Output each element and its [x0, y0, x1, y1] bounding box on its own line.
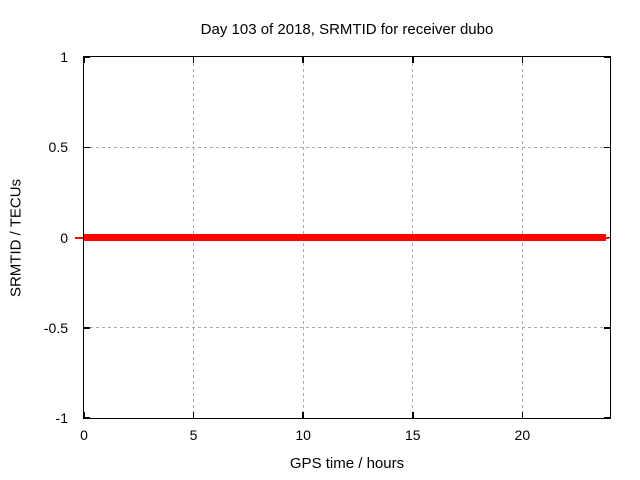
- x-tick-label: 10: [295, 427, 311, 443]
- x-tick-label: 0: [80, 427, 88, 443]
- series-line-endcap: [75, 236, 84, 239]
- y-tick-label: -0.5: [43, 319, 68, 336]
- x-tick-label: 5: [189, 427, 198, 443]
- y-tick-mark-right: [604, 56, 610, 58]
- x-tick-mark-bottom: [192, 412, 195, 418]
- plot-area-border: [83, 56, 611, 419]
- x-tick-mark-top: [521, 57, 524, 63]
- series-line: [84, 234, 606, 241]
- h-gridline: [84, 327, 610, 329]
- y-tick-mark-left: [84, 146, 90, 148]
- y-tick-mark-left: [84, 327, 90, 329]
- x-tick-mark-top: [83, 57, 85, 63]
- h-gridline: [84, 146, 610, 148]
- y-tick-mark-right: [604, 327, 610, 329]
- x-tick-label: 20: [514, 427, 531, 443]
- x-tick-mark-bottom: [302, 412, 304, 418]
- y-tick-label: -1: [55, 410, 68, 426]
- x-tick-mark-top: [192, 57, 195, 63]
- chart-title: Day 103 of 2018, SRMTID for receiver dub…: [200, 21, 494, 38]
- x-tick-mark-top: [412, 57, 414, 63]
- x-tick-label: 15: [404, 427, 421, 443]
- x-axis-title: GPS time / hours: [289, 455, 405, 472]
- y-tick-label: 0.5: [48, 139, 68, 156]
- y-tick-mark-right: [604, 146, 610, 148]
- y-tick-label: 1: [60, 49, 68, 65]
- x-tick-mark-top: [302, 57, 304, 63]
- x-tick-mark-bottom: [412, 412, 414, 418]
- x-tick-mark-bottom: [521, 412, 524, 418]
- x-tick-mark-bottom: [83, 412, 85, 418]
- y-tick-mark-left: [84, 56, 90, 58]
- series-line-endcap: [605, 236, 609, 239]
- y-tick-label: 0: [60, 229, 68, 246]
